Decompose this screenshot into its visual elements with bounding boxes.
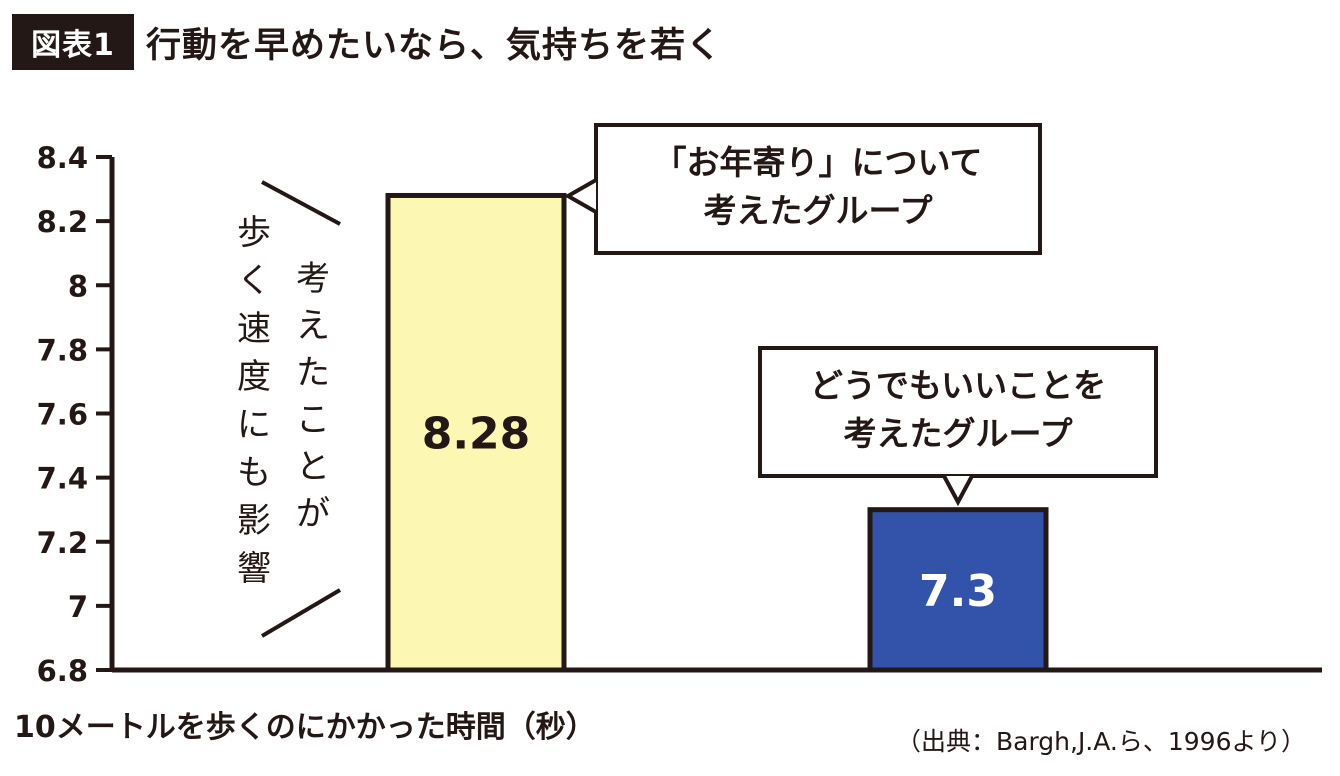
category-label: どうでもいいことを [810, 366, 1106, 405]
chart-title: 行動を早めたいなら、気持ちを若く [146, 25, 723, 66]
bar-value-label: 7.3 [919, 566, 997, 617]
y-axis: 6.8 7 7.2 7.4 7.6 7.8 8 8.2 8.4 [37, 141, 115, 688]
annotation-char: 考 [296, 259, 330, 299]
annotation-char: と [296, 447, 330, 487]
annotation-char: こ [296, 400, 330, 440]
y-tick-label: 8 [68, 269, 88, 303]
y-tick-label: 7.8 [37, 333, 88, 367]
annotation-char: え [296, 306, 330, 346]
annotation-char: 影 [237, 501, 271, 541]
annotation-char: 響 [237, 549, 271, 589]
annotation-char: 歩 [237, 213, 271, 253]
bar [385, 192, 567, 673]
annotation-char: 速 [237, 309, 271, 349]
category-label: 考えたグループ [843, 414, 1073, 453]
annotation-slash-bottom [260, 588, 342, 638]
annotation-char: に [237, 405, 271, 445]
annotation-slash-top [261, 180, 341, 226]
x-axis-label: 10メートルを歩くのにかかった時間（秒） [14, 710, 596, 745]
annotation-char: も [237, 453, 271, 493]
source-note: （出典：Bargh,J.A.ら、1996より） [895, 727, 1306, 756]
bars: 8.28 7.3 [385, 192, 1049, 673]
annotation-char: た [296, 353, 330, 393]
bar-value-label: 8.28 [422, 409, 531, 460]
y-tick-label: 7.2 [37, 526, 88, 560]
annotation-char: 度 [237, 357, 271, 397]
category-label: 考えたグループ [703, 191, 933, 230]
category-callout-pointer [563, 178, 597, 214]
annotation-char: が [296, 494, 330, 534]
category-callout-box [594, 123, 1042, 255]
figure-label: 図表1 [12, 14, 134, 70]
y-tick-label: 7.6 [37, 398, 88, 432]
y-tick-label: 8.4 [37, 141, 88, 175]
category-callout-box [758, 346, 1158, 478]
category-label: 「お年寄り」について [653, 143, 982, 182]
y-tick-label: 7.4 [37, 462, 88, 496]
category-callout-pointer [942, 475, 974, 507]
y-tick-label: 8.2 [37, 205, 88, 239]
y-tick-label: 7 [68, 590, 88, 624]
y-tick-label: 6.8 [37, 654, 88, 688]
annotation-char: く [237, 261, 271, 301]
